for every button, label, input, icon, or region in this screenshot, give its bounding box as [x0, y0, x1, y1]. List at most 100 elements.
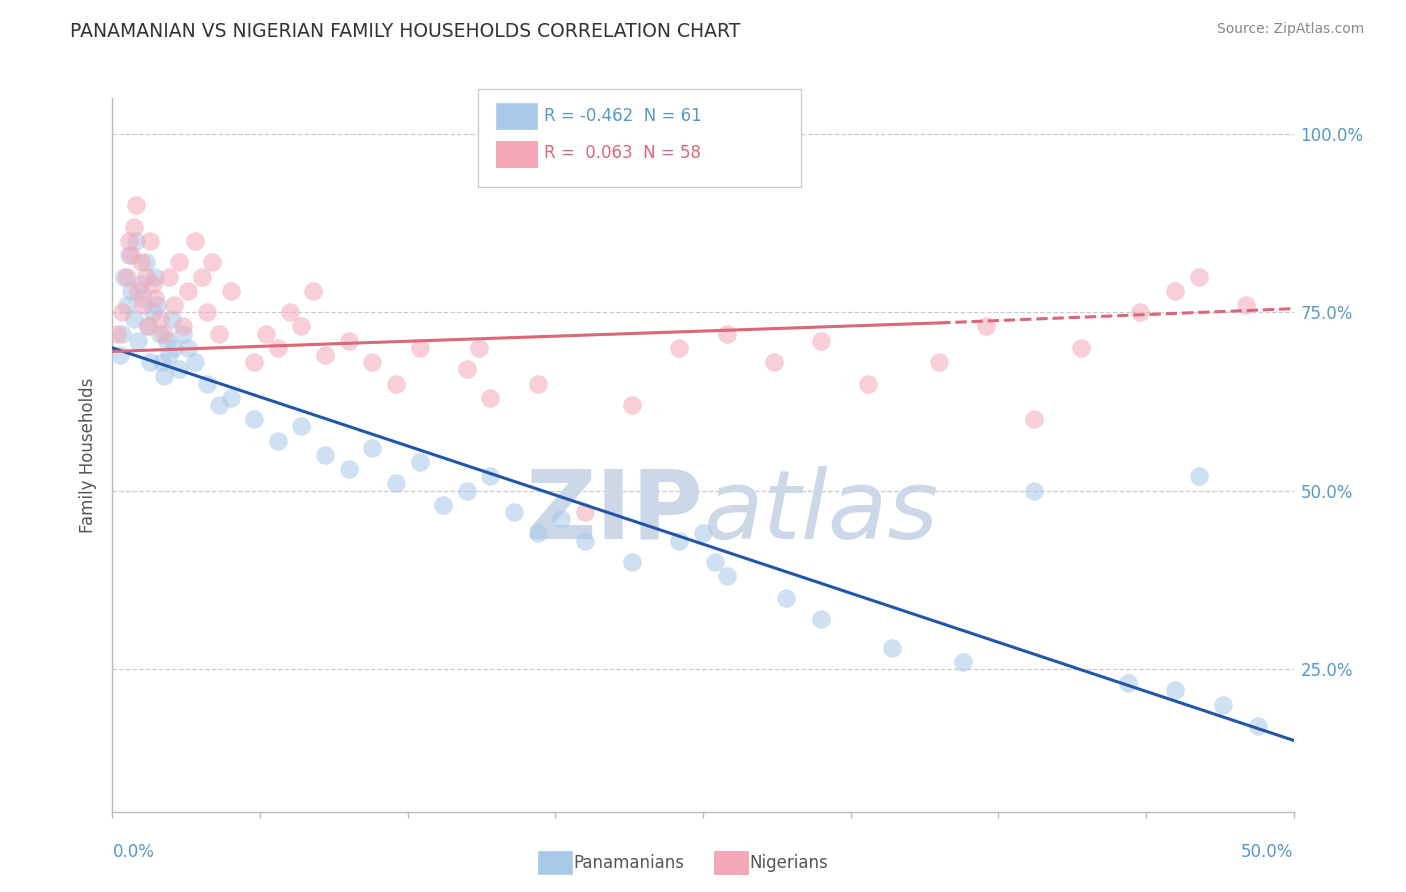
- Point: [1247, 719, 1270, 733]
- Point: [361, 441, 384, 455]
- Text: PANAMANIAN VS NIGERIAN FAMILY HOUSEHOLDS CORRELATION CHART: PANAMANIAN VS NIGERIAN FAMILY HOUSEHOLDS…: [70, 22, 741, 41]
- Point: [129, 277, 152, 291]
- Point: [219, 391, 242, 405]
- Point: [163, 341, 186, 355]
- Point: [668, 533, 690, 548]
- Point: [153, 326, 176, 341]
- Text: 0.0%: 0.0%: [112, 843, 155, 861]
- Point: [267, 434, 290, 448]
- Point: [290, 419, 312, 434]
- Point: [479, 391, 502, 405]
- Point: [195, 305, 218, 319]
- Point: [136, 319, 159, 334]
- Point: [112, 269, 135, 284]
- Point: [290, 319, 312, 334]
- Point: [692, 526, 714, 541]
- Point: [122, 219, 145, 234]
- Point: [574, 505, 596, 519]
- Point: [208, 326, 231, 341]
- Point: [135, 269, 157, 284]
- Point: [361, 355, 384, 369]
- Point: [153, 369, 176, 384]
- Point: [810, 334, 832, 348]
- Text: Source: ZipAtlas.com: Source: ZipAtlas.com: [1216, 22, 1364, 37]
- Point: [142, 277, 165, 291]
- Point: [118, 234, 141, 248]
- Point: [172, 326, 194, 341]
- Point: [157, 348, 180, 362]
- Point: [191, 269, 214, 284]
- Point: [621, 398, 644, 412]
- Point: [132, 291, 155, 305]
- Point: [142, 305, 165, 319]
- Point: [160, 312, 183, 326]
- Point: [952, 655, 974, 669]
- Point: [219, 284, 242, 298]
- Point: [146, 298, 169, 312]
- Text: atlas: atlas: [703, 466, 938, 558]
- Point: [1022, 483, 1045, 498]
- Point: [167, 255, 190, 269]
- Point: [135, 255, 157, 269]
- Point: [122, 312, 145, 326]
- Point: [550, 512, 572, 526]
- Point: [136, 319, 159, 334]
- Point: [243, 412, 266, 426]
- Point: [201, 255, 224, 269]
- Point: [314, 448, 336, 462]
- Point: [716, 326, 738, 341]
- Point: [150, 355, 173, 369]
- Point: [716, 569, 738, 583]
- Point: [177, 284, 200, 298]
- Point: [1188, 469, 1211, 483]
- Point: [456, 483, 478, 498]
- Point: [125, 198, 148, 212]
- Point: [163, 298, 186, 312]
- Point: [703, 555, 725, 569]
- Point: [479, 469, 502, 483]
- Point: [195, 376, 218, 391]
- Point: [115, 269, 138, 284]
- Point: [143, 269, 166, 284]
- Point: [156, 334, 179, 348]
- Text: Nigerians: Nigerians: [749, 854, 828, 871]
- Point: [337, 462, 360, 476]
- Point: [503, 505, 526, 519]
- Y-axis label: Family Households: Family Households: [79, 377, 97, 533]
- Point: [858, 376, 880, 391]
- Point: [129, 255, 152, 269]
- Point: [149, 312, 172, 326]
- Point: [177, 341, 200, 355]
- Text: ZIP: ZIP: [524, 466, 703, 558]
- Point: [184, 355, 207, 369]
- Point: [125, 234, 148, 248]
- Point: [385, 376, 408, 391]
- Point: [526, 376, 548, 391]
- Point: [111, 326, 134, 341]
- Point: [127, 334, 149, 348]
- Point: [1164, 683, 1187, 698]
- Point: [526, 526, 548, 541]
- Point: [302, 284, 325, 298]
- Point: [167, 362, 190, 376]
- Point: [105, 326, 128, 341]
- Point: [149, 326, 172, 341]
- Point: [108, 348, 131, 362]
- Point: [1164, 284, 1187, 298]
- Point: [172, 319, 194, 334]
- Point: [243, 355, 266, 369]
- Point: [115, 298, 138, 312]
- Point: [408, 455, 430, 469]
- Point: [1129, 305, 1152, 319]
- Point: [928, 355, 950, 369]
- Point: [143, 291, 166, 305]
- Point: [880, 640, 903, 655]
- Point: [139, 234, 162, 248]
- Point: [337, 334, 360, 348]
- Point: [1070, 341, 1092, 355]
- Point: [1188, 269, 1211, 284]
- Point: [314, 348, 336, 362]
- Point: [139, 355, 162, 369]
- Point: [467, 341, 489, 355]
- Point: [574, 533, 596, 548]
